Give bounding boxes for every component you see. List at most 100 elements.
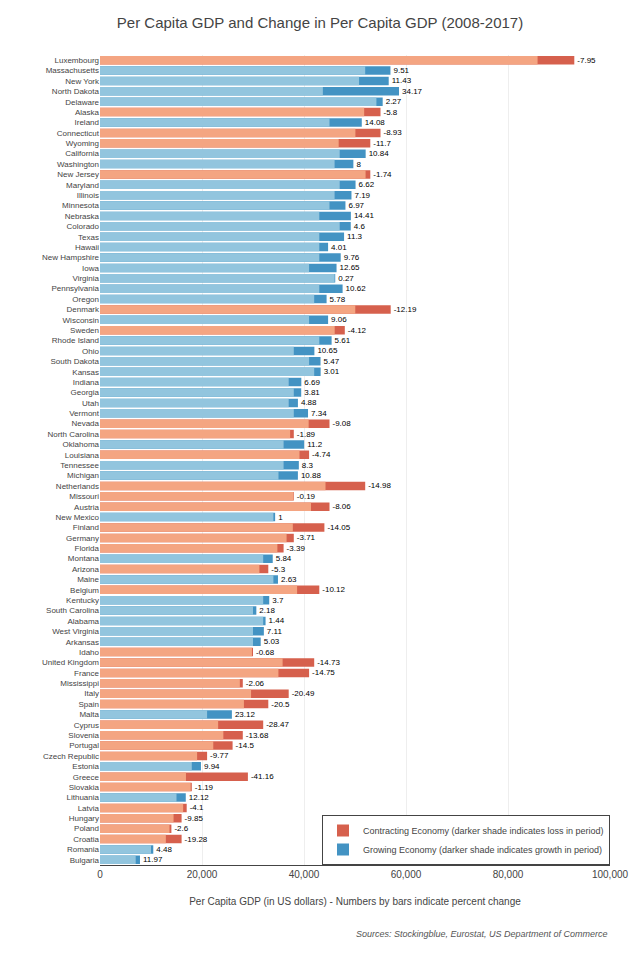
svg-text:Portugal: Portugal bbox=[69, 741, 99, 750]
svg-text:North Dakota: North Dakota bbox=[52, 87, 100, 96]
svg-text:South Dakota: South Dakota bbox=[51, 357, 100, 366]
svg-text:7.19: 7.19 bbox=[354, 191, 370, 200]
svg-text:-12.19: -12.19 bbox=[394, 305, 417, 314]
svg-text:Ireland: Ireland bbox=[75, 118, 99, 127]
svg-text:14.41: 14.41 bbox=[354, 211, 375, 220]
svg-text:West Virginia: West Virginia bbox=[52, 627, 99, 636]
svg-text:-4.12: -4.12 bbox=[348, 326, 367, 335]
svg-text:Belgium: Belgium bbox=[70, 586, 99, 595]
svg-text:4.88: 4.88 bbox=[301, 398, 317, 407]
svg-text:6.97: 6.97 bbox=[348, 201, 364, 210]
svg-text:-9.77: -9.77 bbox=[210, 751, 229, 760]
svg-text:10.65: 10.65 bbox=[317, 346, 338, 355]
svg-text:4.6: 4.6 bbox=[354, 222, 366, 231]
svg-text:Netherlands: Netherlands bbox=[56, 482, 99, 491]
svg-text:3.7: 3.7 bbox=[272, 596, 284, 605]
svg-text:Virginia: Virginia bbox=[72, 274, 99, 283]
svg-text:Growing Economy (darker shade: Growing Economy (darker shade indicates … bbox=[363, 845, 602, 855]
svg-text:Texas: Texas bbox=[78, 233, 99, 242]
svg-text:3.81: 3.81 bbox=[304, 388, 320, 397]
svg-text:2.27: 2.27 bbox=[386, 97, 402, 106]
svg-text:4.01: 4.01 bbox=[331, 243, 347, 252]
svg-text:Oklahoma: Oklahoma bbox=[63, 440, 100, 449]
svg-text:1: 1 bbox=[278, 513, 283, 522]
svg-text:-2.6: -2.6 bbox=[174, 824, 188, 833]
svg-text:-4.1: -4.1 bbox=[190, 803, 204, 812]
svg-text:60,000: 60,000 bbox=[391, 869, 422, 880]
svg-text:-9.85: -9.85 bbox=[185, 814, 204, 823]
svg-text:Maine: Maine bbox=[77, 575, 99, 584]
svg-text:Greece: Greece bbox=[73, 773, 100, 782]
svg-text:-13.68: -13.68 bbox=[246, 731, 269, 740]
svg-text:34.17: 34.17 bbox=[402, 87, 423, 96]
svg-text:Minnesota: Minnesota bbox=[62, 201, 99, 210]
svg-text:100,000: 100,000 bbox=[592, 869, 629, 880]
svg-text:-9.08: -9.08 bbox=[333, 419, 352, 428]
svg-text:Denmark: Denmark bbox=[67, 305, 100, 314]
svg-text:0: 0 bbox=[97, 869, 103, 880]
svg-text:-14.5: -14.5 bbox=[236, 741, 255, 750]
svg-text:Indiana: Indiana bbox=[73, 378, 100, 387]
svg-text:8.3: 8.3 bbox=[302, 461, 314, 470]
svg-text:9.51: 9.51 bbox=[393, 66, 409, 75]
svg-text:11.43: 11.43 bbox=[392, 76, 412, 85]
svg-text:Ohio: Ohio bbox=[82, 347, 99, 356]
svg-text:4.48: 4.48 bbox=[156, 845, 172, 854]
svg-text:10.62: 10.62 bbox=[346, 284, 367, 293]
svg-text:Austria: Austria bbox=[74, 503, 99, 512]
svg-text:-11.7: -11.7 bbox=[373, 139, 391, 148]
svg-text:Per Capita GDP (in US dollars): Per Capita GDP (in US dollars) - Numbers… bbox=[189, 896, 521, 907]
svg-text:Bulgaria: Bulgaria bbox=[70, 856, 100, 865]
svg-text:Iowa: Iowa bbox=[82, 264, 99, 273]
svg-text:Luxembourg: Luxembourg bbox=[55, 56, 99, 65]
svg-text:Wyoming: Wyoming bbox=[66, 139, 99, 148]
svg-text:-19.28: -19.28 bbox=[185, 835, 208, 844]
svg-text:40,000: 40,000 bbox=[289, 869, 320, 880]
svg-text:Kentucky: Kentucky bbox=[66, 596, 99, 605]
svg-text:-14.73: -14.73 bbox=[317, 658, 340, 667]
svg-text:Rhode Island: Rhode Island bbox=[52, 336, 99, 345]
svg-text:5.03: 5.03 bbox=[264, 637, 280, 646]
svg-text:Massachusetts: Massachusetts bbox=[46, 66, 99, 75]
svg-text:5.84: 5.84 bbox=[276, 554, 292, 563]
svg-text:Sweden: Sweden bbox=[70, 326, 99, 335]
svg-text:Sources: Stockingblue, Eurosta: Sources: Stockingblue, Eurostat, US Depa… bbox=[356, 929, 608, 939]
svg-text:Illinois: Illinois bbox=[77, 191, 99, 200]
svg-text:North Carolina: North Carolina bbox=[47, 430, 99, 439]
svg-text:9.94: 9.94 bbox=[204, 762, 220, 771]
svg-text:12.12: 12.12 bbox=[189, 793, 210, 802]
svg-text:California: California bbox=[65, 149, 99, 158]
svg-text:Arkansas: Arkansas bbox=[66, 638, 99, 647]
svg-text:-0.19: -0.19 bbox=[297, 492, 316, 501]
svg-text:7.34: 7.34 bbox=[311, 409, 327, 418]
svg-text:-5.8: -5.8 bbox=[384, 108, 398, 117]
svg-text:10.84: 10.84 bbox=[369, 149, 390, 158]
svg-text:Oregon: Oregon bbox=[72, 295, 99, 304]
svg-text:France: France bbox=[74, 669, 99, 678]
svg-text:Alaska: Alaska bbox=[75, 108, 100, 117]
svg-text:8: 8 bbox=[356, 160, 361, 169]
svg-text:Delaware: Delaware bbox=[65, 98, 99, 107]
svg-text:Kansas: Kansas bbox=[72, 368, 99, 377]
svg-text:9.06: 9.06 bbox=[331, 315, 347, 324]
svg-text:-10.12: -10.12 bbox=[322, 585, 345, 594]
svg-text:Wisconsin: Wisconsin bbox=[63, 316, 99, 325]
svg-text:-2.06: -2.06 bbox=[246, 679, 265, 688]
svg-text:Cyprus: Cyprus bbox=[74, 721, 99, 730]
svg-text:-1.89: -1.89 bbox=[297, 430, 316, 439]
svg-text:Connecticut: Connecticut bbox=[57, 129, 100, 138]
svg-text:Estonia: Estonia bbox=[72, 762, 99, 771]
svg-text:0.27: 0.27 bbox=[338, 274, 354, 283]
svg-text:Idaho: Idaho bbox=[79, 648, 100, 657]
svg-text:5.78: 5.78 bbox=[330, 295, 346, 304]
svg-text:-41.16: -41.16 bbox=[251, 772, 274, 781]
svg-text:2.63: 2.63 bbox=[281, 575, 297, 584]
svg-text:3.01: 3.01 bbox=[324, 367, 340, 376]
svg-text:Alabama: Alabama bbox=[67, 617, 99, 626]
svg-text:5.61: 5.61 bbox=[335, 336, 351, 345]
svg-text:Malta: Malta bbox=[79, 710, 99, 719]
svg-text:Missouri: Missouri bbox=[69, 492, 99, 501]
svg-text:Poland: Poland bbox=[74, 824, 99, 833]
svg-text:New Hampshire: New Hampshire bbox=[42, 253, 99, 262]
svg-text:Michigan: Michigan bbox=[67, 471, 99, 480]
